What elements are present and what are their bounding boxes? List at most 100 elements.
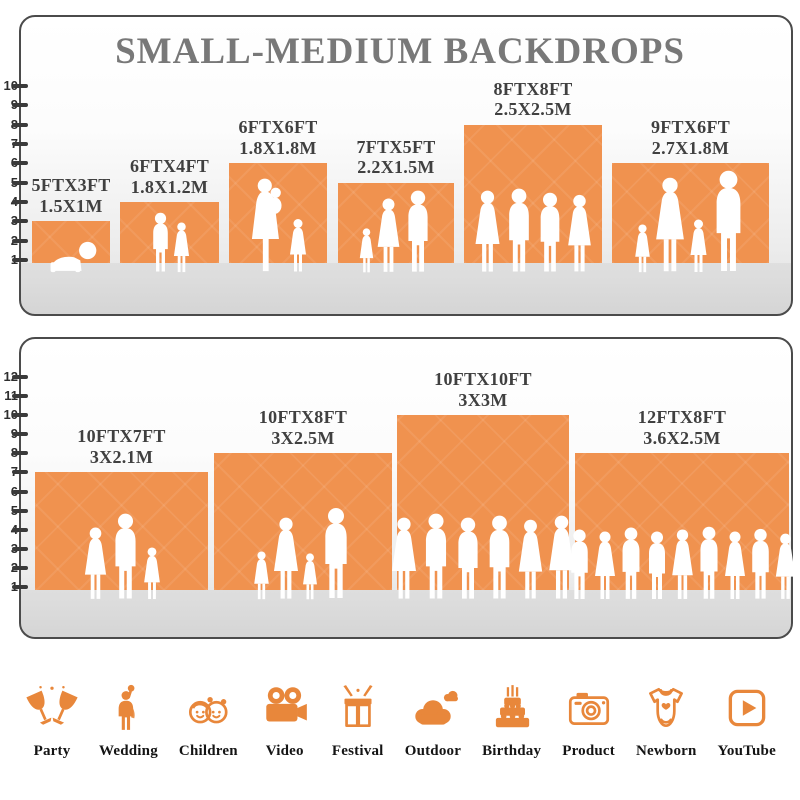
ruler-tick-mark	[12, 238, 28, 243]
ruler-tick-mark	[12, 103, 28, 108]
category-youtube: YouTube	[718, 682, 776, 760]
size-ft-text: 10FTX10FT	[434, 369, 532, 390]
ruler-tick-mark	[12, 508, 28, 513]
size-m-text: 3X2.1M	[89, 447, 154, 468]
ruler-tick-label: 11	[4, 388, 18, 403]
category-newborn: Newborn	[636, 682, 697, 760]
woman-silhouette-icon	[649, 177, 691, 274]
girl-silhouette-icon	[286, 218, 311, 274]
size-m-text: 3X2.5M	[271, 427, 335, 448]
backdrop-size-label: 12FTX8FT 3.6X2.5M	[638, 407, 726, 448]
page-title: SMALL-MEDIUM BACKDROPS	[115, 31, 685, 72]
birthday-icon	[486, 682, 538, 734]
size-m-text: 1.8X1.8M	[239, 138, 317, 159]
girl-silhouette-icon	[139, 547, 164, 601]
size-ft-text: 7FTX5FT	[356, 136, 436, 157]
size-ft-text: 6FTX6FT	[238, 117, 318, 138]
backdrop-size-label: 8FTX8FT 2.5X2.5M	[493, 79, 572, 120]
people-silhouettes	[631, 170, 751, 274]
category-label: Outdoor	[404, 743, 462, 759]
category-label: Product	[562, 743, 615, 759]
category-label: Wedding	[98, 743, 158, 759]
girl-silhouette-icon	[169, 222, 193, 274]
party-icon	[26, 682, 78, 734]
size-ft-text: 12FTX8FT	[637, 407, 727, 428]
size-ft-text: 10FTX8FT	[258, 407, 348, 428]
ruler-tick-mark	[12, 374, 28, 379]
backdrop-10ftx10ft	[397, 415, 569, 590]
category-outdoor: Outdoor	[405, 682, 461, 760]
product-icon	[563, 682, 615, 734]
ruler-tick-mark	[12, 84, 28, 89]
ruler-tick-mark	[12, 219, 28, 224]
backdrop-5ftx3ft	[32, 221, 110, 263]
ruler-tick-mark	[12, 432, 28, 437]
backdrop-size-label: 10FTX10FT 3X3M	[434, 369, 532, 410]
category-birthday: Birthday	[482, 682, 541, 760]
people-silhouettes	[43, 240, 99, 274]
ruler-tick-mark	[12, 565, 28, 570]
backdrop-6ftx6ft	[229, 163, 327, 263]
size-m-text: 2.7X1.8M	[651, 138, 730, 159]
category-wedding: Wedding	[99, 682, 158, 760]
ruler-tick-mark	[12, 122, 28, 127]
people-silhouettes	[250, 507, 356, 601]
video-icon	[259, 682, 311, 734]
category-video: Video	[259, 682, 311, 760]
category-label: Video	[265, 743, 304, 759]
category-product: Product	[562, 682, 615, 760]
ruler-tick-mark	[12, 180, 28, 185]
size-ft-text: 5FTX3FT	[31, 175, 111, 196]
ruler-tick-mark	[12, 394, 28, 398]
panel-small-backdrops: 109876543215FTX3FT1.5X1M6FTX4FT1.8X1.2M6…	[4, 15, 793, 316]
baby-silhouette-icon	[43, 240, 99, 274]
people-silhouettes	[246, 177, 311, 274]
ruler-tick-mark	[12, 489, 28, 494]
ruler-tick-mark	[12, 527, 28, 532]
ruler-tick-mark	[12, 200, 28, 204]
people-silhouettes	[146, 212, 193, 274]
size-m-text: 1.8X1.2M	[130, 176, 209, 197]
ruler-tick-mark	[12, 470, 28, 475]
size-m-text: 3.6X2.5M	[643, 427, 721, 448]
size-ft-text: 9FTX6FT	[650, 117, 731, 138]
size-m-text: 3X3M	[458, 389, 508, 410]
category-label: Festival	[331, 743, 384, 759]
size-ft-text: 10FTX7FT	[77, 426, 166, 447]
backdrop-size-label: 5FTX3FT 1.5X1M	[31, 175, 110, 216]
people-silhouettes	[564, 526, 800, 601]
ruler-tick-mark	[12, 142, 28, 147]
ruler-tick-mark	[12, 413, 28, 418]
backdrop-size-label: 9FTX6FT 2.7X1.8M	[651, 117, 730, 158]
size-ft-text: 8FTX8FT	[493, 78, 573, 99]
people-silhouettes	[356, 190, 436, 274]
backdrop-8ftx8ft	[464, 124, 602, 263]
backdrop-10ftx7ft	[35, 472, 208, 590]
woman-silhouette-icon	[771, 533, 800, 601]
womanbaby-silhouette-icon	[246, 177, 291, 274]
backdrop-size-label: 7FTX5FT 2.2X1.5M	[356, 137, 435, 178]
category-label: YouTube	[717, 743, 776, 759]
category-label: Children	[178, 743, 238, 759]
ruler-tick-mark	[12, 161, 28, 166]
category-children: Children	[179, 682, 238, 760]
children-icon	[182, 682, 234, 734]
backdrop-7ftx5ft	[338, 182, 454, 263]
backdrop-9ftx6ft	[612, 163, 769, 263]
ruler-tick-mark	[12, 585, 28, 589]
category-label: Birthday	[482, 743, 542, 759]
category-label: Party	[33, 743, 71, 759]
size-m-text: 1.5X1M	[39, 196, 103, 217]
man-silhouette-icon	[400, 190, 436, 274]
outdoor-icon	[407, 682, 459, 734]
backdrop-10ftx8ft	[214, 453, 392, 590]
newborn-icon	[640, 682, 692, 734]
backdrop-6ftx4ft	[120, 202, 219, 263]
ruler-tick-mark	[12, 258, 28, 262]
festival-icon	[332, 682, 384, 734]
people-silhouettes	[386, 513, 580, 601]
backdrop-size-label: 6FTX6FT 1.8X1.8M	[238, 117, 317, 158]
people-silhouettes	[470, 188, 597, 274]
size-m-text: 2.2X1.5M	[357, 157, 435, 178]
